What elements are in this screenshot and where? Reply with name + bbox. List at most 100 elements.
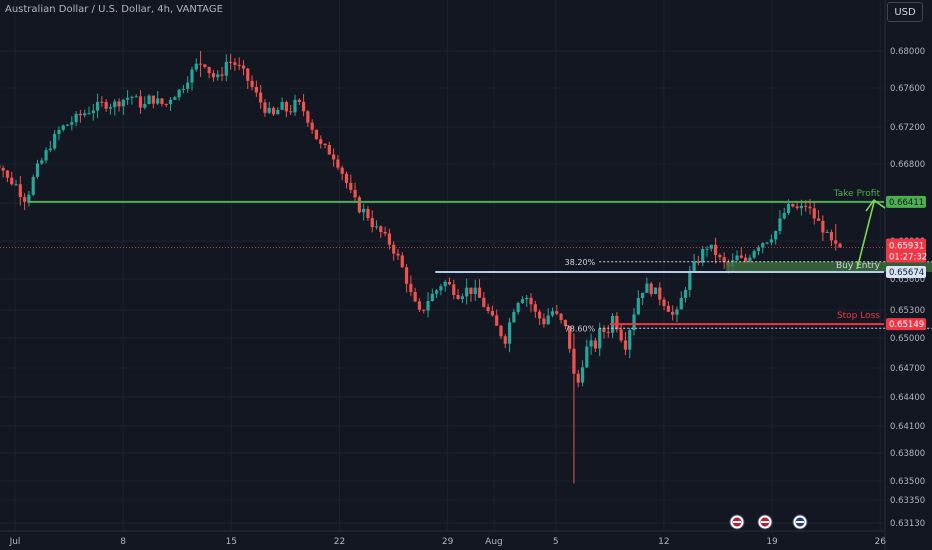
candle-body — [108, 107, 113, 109]
candle-body — [18, 184, 22, 198]
candle-body — [314, 129, 319, 140]
candle-body — [357, 197, 361, 213]
candle-body — [735, 255, 739, 261]
y-tick-label: 0.63500 — [890, 477, 925, 487]
stop-loss-label: Stop Loss — [837, 311, 880, 321]
candle-body — [774, 231, 778, 240]
candle-body — [619, 329, 623, 341]
candle-body — [117, 101, 121, 107]
candle-body — [804, 205, 808, 207]
candle-body — [447, 281, 452, 285]
candle-body — [91, 110, 95, 114]
candle-body — [439, 286, 443, 291]
candle-body — [795, 206, 799, 209]
candle-body — [683, 289, 688, 298]
candle-body — [422, 309, 426, 311]
candle-body — [705, 248, 709, 250]
candle-body — [327, 144, 331, 155]
candle-body — [87, 113, 91, 115]
candle-body — [306, 111, 310, 123]
candle-body — [366, 208, 370, 219]
candle-body — [336, 159, 340, 168]
candle-body — [220, 74, 224, 76]
candle-body — [469, 287, 473, 294]
candle-body — [383, 231, 387, 234]
candle-body — [812, 208, 816, 219]
x-tick-label: 8 — [120, 537, 126, 547]
target-arrow-shaft — [856, 201, 875, 270]
candle-body — [499, 325, 503, 337]
candle-body — [374, 226, 379, 228]
candle-body — [641, 292, 645, 299]
candle-body — [203, 64, 207, 68]
symbol-title: Australian Dollar / U.S. Dollar, 4h, VAN… — [5, 4, 223, 15]
buy-entry-badge-text: 0.65674 — [889, 268, 924, 278]
candle-body — [778, 218, 782, 232]
candle-body — [572, 348, 576, 374]
candle-body — [435, 290, 439, 294]
candle-body — [319, 139, 323, 144]
candle-body — [168, 99, 173, 105]
candle-body — [426, 301, 430, 311]
candle-body — [568, 325, 572, 349]
y-tick-label: 0.66800 — [890, 160, 925, 170]
candle-body — [585, 346, 589, 368]
y-tick-label: 0.64700 — [890, 364, 925, 374]
candle-body — [808, 206, 812, 209]
candle-body — [722, 257, 726, 262]
candle-body — [495, 315, 499, 326]
candle-body — [606, 331, 610, 333]
candle-body — [349, 182, 353, 190]
candle-body — [503, 336, 507, 344]
candle-body — [816, 218, 821, 221]
candle-body — [57, 129, 61, 135]
candle-body — [550, 311, 555, 316]
candle-body — [709, 244, 713, 249]
candle-body — [701, 248, 705, 263]
candle-body — [48, 148, 52, 151]
candle-body — [246, 68, 250, 81]
candle-body — [194, 63, 198, 70]
candle-body — [799, 205, 804, 209]
candle-body — [65, 124, 70, 126]
candle-body — [473, 287, 477, 294]
candle-body — [636, 298, 640, 315]
candle-body — [229, 61, 233, 63]
candle-body — [628, 330, 632, 350]
x-tick-label: 19 — [766, 537, 778, 547]
take-profit-badge-text: 0.66411 — [889, 198, 924, 208]
candle-body — [233, 62, 237, 65]
event-flag-stripe — [761, 521, 769, 523]
candle-body — [791, 203, 795, 207]
candle-body — [237, 64, 241, 66]
candle-body — [507, 322, 512, 344]
candle-body — [662, 299, 666, 306]
candle-body — [284, 101, 289, 112]
candle-body — [289, 111, 293, 113]
candle-body — [332, 154, 336, 160]
x-tick-label: 5 — [553, 537, 559, 547]
candle-body — [387, 233, 392, 245]
candle-body — [658, 287, 662, 300]
x-tick-label: 22 — [334, 537, 345, 547]
candle-body — [546, 315, 550, 325]
candle-body — [78, 113, 83, 116]
currency-button[interactable]: USD — [887, 2, 923, 22]
candle-body — [271, 107, 276, 115]
y-tick-label: 0.67600 — [890, 84, 925, 94]
candle-body — [465, 287, 469, 297]
x-tick-label: 12 — [658, 537, 669, 547]
y-tick-label: 0.63800 — [890, 449, 925, 459]
y-tick-label: 0.64400 — [890, 393, 925, 403]
candle-body — [259, 92, 263, 103]
candle-body — [190, 69, 194, 83]
candle-body — [653, 287, 658, 295]
candle-body — [769, 239, 773, 243]
candle-body — [143, 104, 147, 108]
candle-body — [113, 101, 117, 108]
candle-body — [576, 373, 580, 383]
y-tick-label: 0.63130 — [890, 519, 925, 529]
candle-body — [301, 101, 306, 112]
candle-body — [147, 95, 151, 105]
